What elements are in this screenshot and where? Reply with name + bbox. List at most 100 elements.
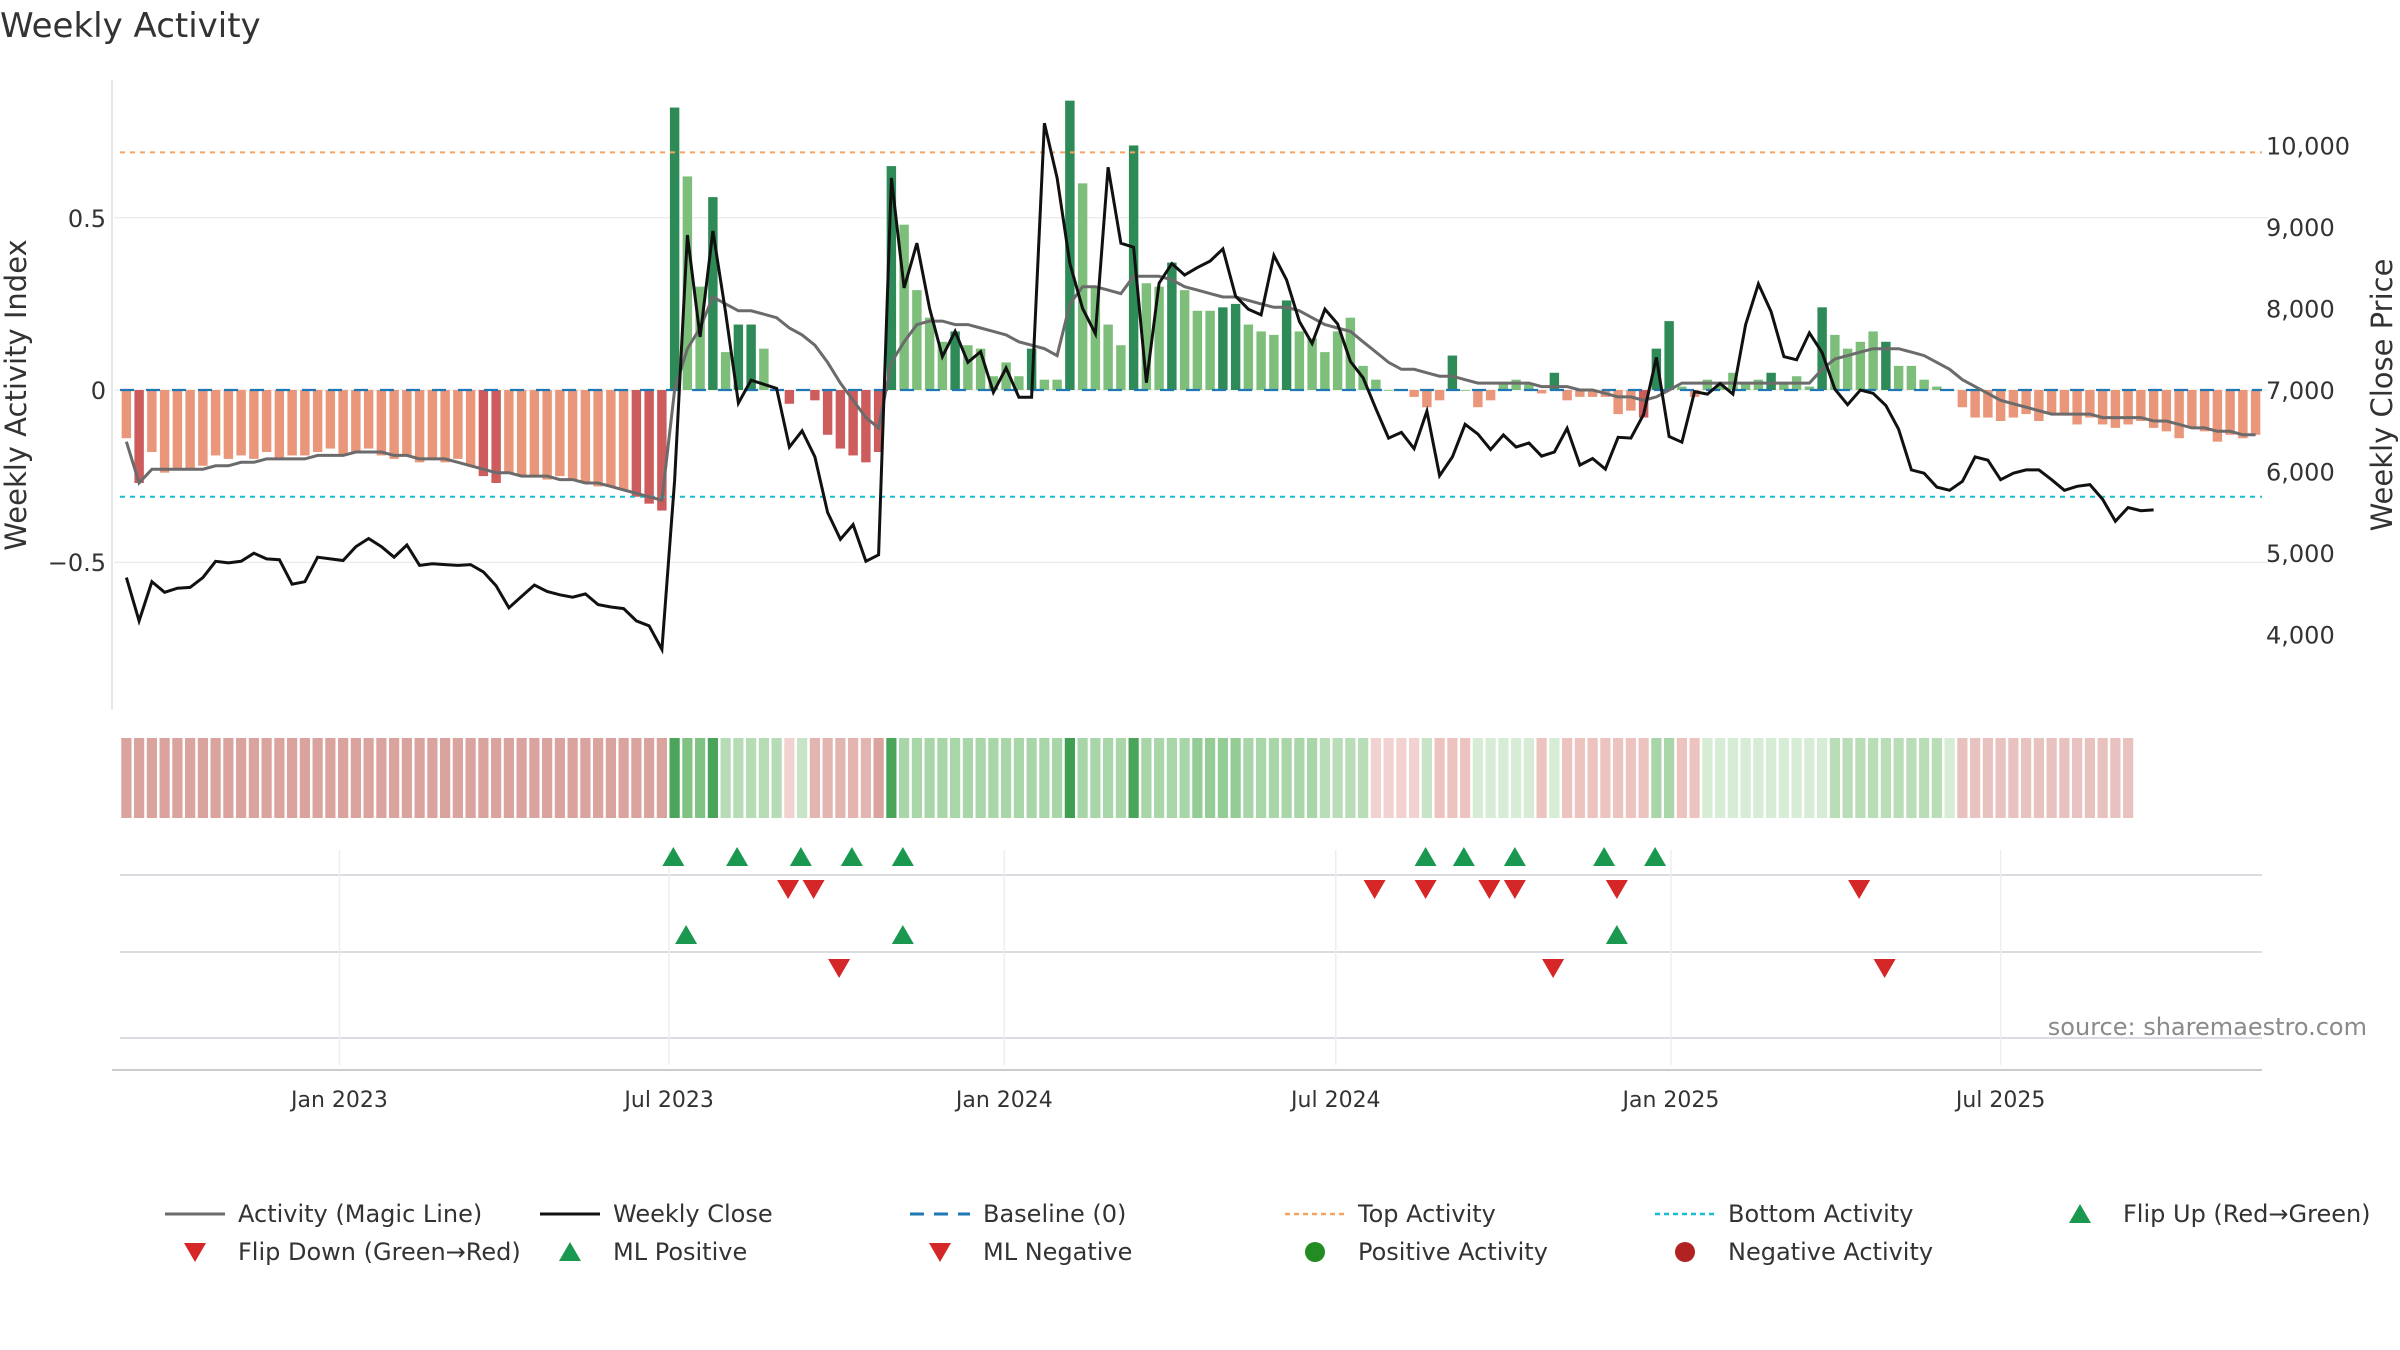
legend-symbol-icon [910,1212,970,1216]
heat-cell [1052,738,1063,818]
activity-bar [440,390,450,463]
heat-cell [299,738,310,818]
activity-bar [555,390,565,477]
heat-cell [937,738,948,818]
flip-down-marker [802,880,825,899]
heat-cell [1447,738,1458,818]
activity-bar [835,390,846,449]
heat-cell [312,738,323,818]
activity-bar [1269,334,1279,390]
ml-negative-marker [1873,959,1896,978]
activity-bar [312,390,323,452]
heat-cell [121,738,132,818]
legend-item: Flip Up (Red→Green) [2045,1200,2371,1228]
heat-cell [1817,738,1828,818]
activity-bar [1498,383,1509,390]
heat-cell [1625,738,1636,818]
heat-cell [758,738,769,818]
activity-bar [338,390,348,456]
heat-cell [2033,738,2044,818]
right-axis-ticks: 4,000 5,000 6,000 7,000 8,000 9,000 10,000 [2266,132,2350,649]
activity-bar [1065,100,1075,391]
heat-cell [2097,738,2108,818]
ml-negative-marker [1542,959,1565,978]
activity-bar [261,390,272,452]
flip-up-marker [726,847,749,866]
legend-label: Positive Activity [1358,1238,1548,1266]
flip-down-marker [1503,880,1526,899]
activity-bar [2136,390,2146,421]
activity-bar [529,390,540,477]
activity-bar [1345,317,1356,390]
activity-bar [2021,390,2031,415]
activity-bar [1167,262,1177,390]
magic-line-series [124,274,2256,503]
heat-cell [1957,738,1968,818]
activity-bar [1549,372,1560,390]
heat-cell [2008,738,2019,818]
activity-bar [363,390,374,449]
activity-bar [1141,283,1152,390]
activity-bar [1039,379,1050,390]
heat-cell [1638,738,1649,818]
activity-bar [708,197,718,390]
activity-bar [478,390,489,477]
heat-cell [835,738,846,818]
activity-bar [848,390,858,456]
heat-cell [478,738,489,818]
heat-cell [350,738,361,818]
heat-cell [1829,738,1840,818]
heat-cell [1256,738,1267,818]
heat-cell [1778,738,1789,818]
legend-label: Bottom Activity [1728,1200,1914,1228]
activity-bar [351,390,361,452]
heat-cell [1179,738,1190,818]
activity-bar [2046,390,2057,415]
heat-cell [682,738,693,818]
heat-cell [1192,738,1203,818]
activity-bar [121,390,132,439]
heat-cell [1396,738,1407,818]
legend-label: ML Negative [983,1238,1133,1266]
heat-cell [873,738,884,818]
activity-bar [861,390,871,463]
heat-cell [338,738,349,818]
activity-bar [1014,376,1024,390]
activity-bar [1881,341,1891,390]
legend-symbol-icon [165,1212,225,1216]
x-tick-label: Jul 2023 [622,1088,714,1113]
activity-bar [606,390,616,487]
x-tick-label: Jan 2023 [289,1088,388,1113]
heat-cell [1064,738,1075,818]
activity-bar [542,390,552,480]
heat-cell [950,738,961,818]
legend-label: Activity (Magic Line) [238,1200,483,1228]
x-tick-label: Jul 2024 [1289,1088,1381,1113]
heat-cell [452,738,463,818]
activity-bar [1753,379,1764,390]
activity-bar [2238,390,2248,439]
activity-bar [886,166,897,390]
activity-bar [1090,286,1101,390]
activity-bar [1587,390,1598,397]
activity-bar [644,390,654,504]
activity-bar [1830,334,1840,390]
heat-cell [1536,738,1547,818]
heat-cell [1970,738,1981,818]
right-axis-label: Weekly Close Price [2365,259,2399,532]
activity-bar [1281,300,1292,390]
heat-cell [593,738,604,818]
legend-item: Flip Down (Green→Red) [160,1238,521,1266]
legend-symbol-icon [1305,1242,1325,1262]
activity-bars [121,100,2261,511]
legend-label: Baseline (0) [983,1200,1127,1228]
legend-symbol-icon [1655,1212,1715,1216]
activity-bar [1294,331,1305,390]
heat-cell [1307,738,1318,818]
activity-bar [236,390,246,456]
heat-cell [146,738,157,818]
activity-bar [223,390,234,459]
legend-symbol-icon [1675,1242,1695,1262]
activity-bar [1855,341,1866,390]
activity-bar [1651,348,1662,390]
